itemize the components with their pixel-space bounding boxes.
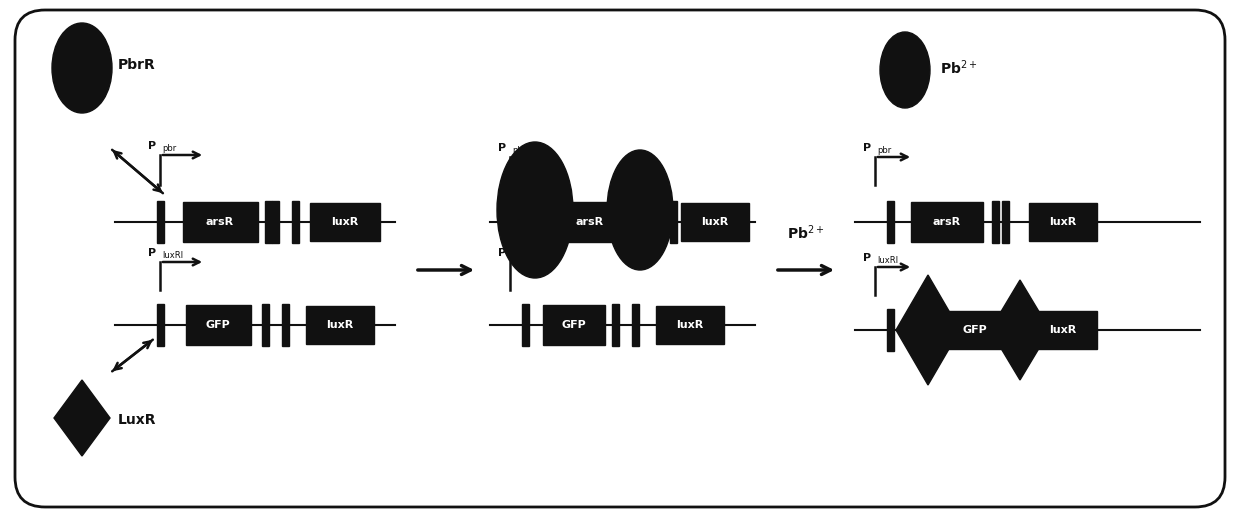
Text: Pb$^{2+}$: Pb$^{2+}$ xyxy=(940,59,977,78)
Bar xyxy=(186,305,250,345)
Text: P: P xyxy=(863,253,870,263)
Text: pbr: pbr xyxy=(877,146,892,155)
Ellipse shape xyxy=(608,150,673,270)
Text: luxRI: luxRI xyxy=(877,256,898,265)
Bar xyxy=(281,304,289,346)
Text: GFP: GFP xyxy=(962,325,987,335)
Bar xyxy=(264,201,272,243)
Text: GFP: GFP xyxy=(562,320,587,330)
Text: luxR: luxR xyxy=(326,320,353,330)
Bar xyxy=(1029,311,1097,349)
Bar xyxy=(656,306,724,344)
Ellipse shape xyxy=(880,32,930,108)
Text: P: P xyxy=(148,141,156,151)
Text: P: P xyxy=(863,143,870,153)
Text: luxR: luxR xyxy=(1049,325,1076,335)
Bar xyxy=(554,202,626,242)
Bar xyxy=(306,306,374,344)
Bar xyxy=(182,202,258,242)
Text: luxR: luxR xyxy=(331,217,358,227)
Text: Pb$^{2+}$: Pb$^{2+}$ xyxy=(787,223,825,242)
Text: P: P xyxy=(498,143,506,153)
Bar xyxy=(156,304,164,346)
Bar xyxy=(887,309,894,351)
Bar xyxy=(944,311,1006,349)
Ellipse shape xyxy=(497,142,573,278)
Bar xyxy=(887,201,894,243)
Bar xyxy=(543,305,605,345)
Text: PbrR: PbrR xyxy=(118,58,156,72)
Text: GFP: GFP xyxy=(206,320,231,330)
Bar xyxy=(992,201,998,243)
Bar xyxy=(156,201,164,243)
Bar xyxy=(522,304,528,346)
Text: P: P xyxy=(498,248,506,258)
Text: arsR: arsR xyxy=(575,217,604,227)
Polygon shape xyxy=(897,275,960,385)
Bar xyxy=(670,201,677,243)
Polygon shape xyxy=(990,280,1050,380)
Text: arsR: arsR xyxy=(206,217,234,227)
Bar xyxy=(291,201,299,243)
Text: luxRI: luxRI xyxy=(512,251,533,260)
Text: pbr: pbr xyxy=(512,146,526,155)
Bar xyxy=(262,304,269,346)
Text: luxR: luxR xyxy=(1049,217,1076,227)
Bar xyxy=(1029,203,1097,241)
Text: luxRI: luxRI xyxy=(162,251,184,260)
Text: pbr: pbr xyxy=(162,144,176,153)
Text: P: P xyxy=(148,248,156,258)
Bar xyxy=(631,304,639,346)
Bar xyxy=(681,203,749,241)
Bar xyxy=(911,202,983,242)
Bar xyxy=(611,304,619,346)
Ellipse shape xyxy=(52,23,112,113)
Text: LuxR: LuxR xyxy=(118,413,156,427)
Polygon shape xyxy=(55,380,110,456)
Bar xyxy=(310,203,379,241)
FancyBboxPatch shape xyxy=(15,10,1225,507)
Text: luxR: luxR xyxy=(702,217,729,227)
Text: luxR: luxR xyxy=(676,320,703,330)
Bar xyxy=(272,201,279,243)
Text: arsR: arsR xyxy=(932,217,961,227)
Bar xyxy=(1002,201,1008,243)
